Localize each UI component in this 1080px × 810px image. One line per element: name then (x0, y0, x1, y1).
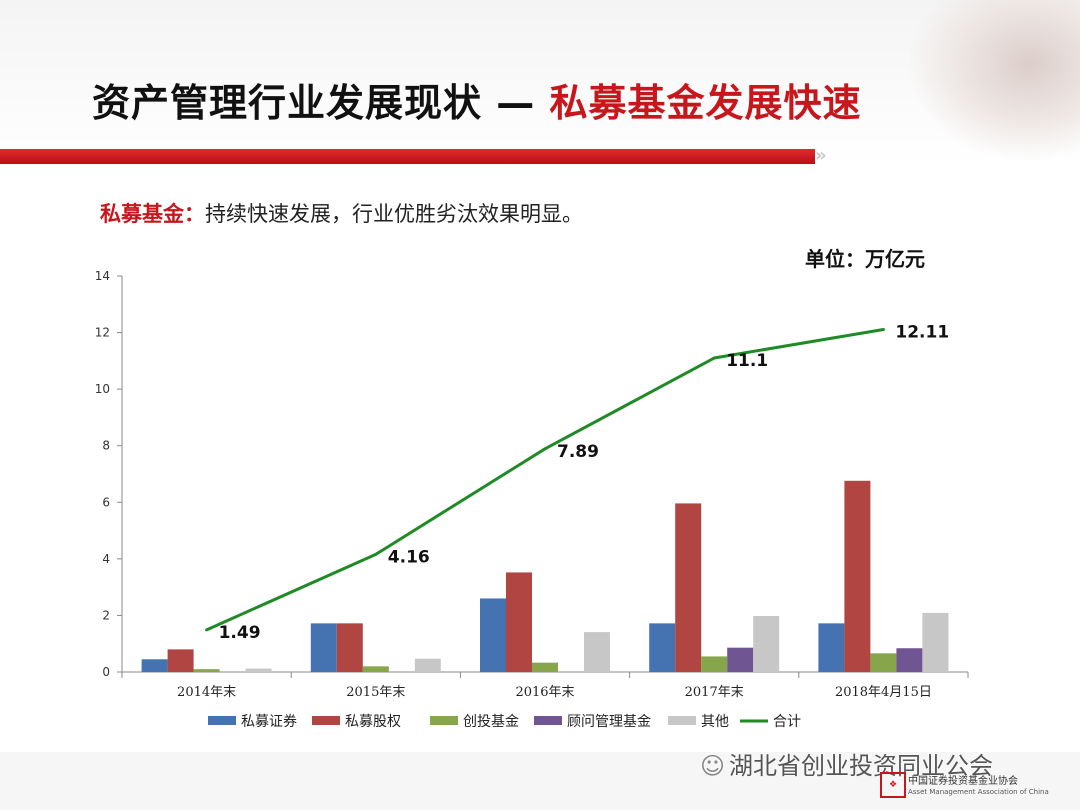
unit-label: 单位：万亿元 (805, 247, 925, 271)
wechat-watermark: ☺ 湖北省创业投资同业公会 (700, 746, 993, 781)
bar (753, 615, 780, 672)
legend-label: 私募证券 (241, 714, 297, 730)
legend-swatch (534, 716, 562, 725)
bar (336, 623, 363, 672)
bar (727, 647, 754, 672)
chevron-right-icon: » (815, 145, 827, 166)
bar (245, 668, 272, 672)
total-line-point (543, 447, 547, 451)
decorative-seal-image (910, 0, 1080, 160)
bar (362, 666, 389, 672)
bar (675, 503, 702, 672)
y-tick-label: 14 (95, 269, 110, 283)
y-tick-label: 0 (102, 665, 110, 679)
y-tick-label: 6 (102, 495, 110, 509)
legend-label: 私募股权 (345, 714, 401, 730)
subtitle: 私募基金：持续快速发展，行业优胜劣汰效果明显。 (100, 198, 583, 228)
y-tick-label: 10 (95, 382, 110, 396)
legend-label: 其他 (701, 714, 729, 730)
x-tick-label: 2018年4月15日 (835, 685, 932, 700)
total-line-point (205, 628, 209, 632)
title-accent: 私募基金发展快速 (549, 81, 862, 125)
total-line (205, 327, 884, 632)
data-label: 12.11 (895, 322, 949, 342)
legend-label: 合计 (773, 714, 801, 730)
logo-en: Asset Management Association of China (908, 788, 1049, 796)
y-tick-label: 8 (102, 439, 110, 453)
total-line-point (374, 552, 378, 556)
bar (649, 623, 676, 672)
y-tick-label: 4 (102, 552, 110, 566)
legend-label: 顾问管理基金 (567, 713, 651, 730)
bar (818, 623, 845, 672)
legend-swatch (208, 716, 236, 725)
title-underline-bar (0, 149, 815, 164)
legend-label: 创投基金 (463, 713, 519, 730)
logo-cn: 中国证券投资基金业协会 (908, 776, 1018, 787)
title-main: 资产管理行业发展现状 — (92, 81, 550, 125)
bar (414, 658, 441, 672)
y-tick-label: 2 (102, 608, 110, 622)
x-tick-label: 2015年末 (346, 685, 405, 700)
data-label: 4.16 (388, 547, 430, 567)
data-label: 1.49 (219, 623, 261, 643)
wechat-account: 湖北省创业投资同业公会 (729, 752, 994, 780)
total-line-point (712, 356, 716, 360)
footer-band (0, 752, 1080, 810)
bar (584, 632, 610, 672)
bar (310, 623, 337, 672)
legend-swatch (430, 716, 458, 725)
subtitle-text: 持续快速发展，行业优胜劣汰效果明显。 (205, 202, 583, 226)
x-tick-label: 2014年末 (177, 685, 236, 700)
data-label: 11.1 (726, 351, 768, 371)
amac-logo-text: 中国证券投资基金业协会 Asset Management Association … (908, 772, 1049, 796)
wechat-icon: ☺ (700, 752, 726, 780)
bar (896, 648, 923, 672)
data-label: 7.89 (557, 442, 599, 462)
legend-swatch (668, 716, 696, 725)
bar (532, 662, 558, 672)
bar (922, 612, 949, 672)
bar (870, 653, 897, 672)
bar (193, 669, 220, 672)
x-tick-label: 2017年末 (685, 685, 744, 700)
page-title: 资产管理行业发展现状 — 私募基金发展快速 (92, 72, 861, 127)
amac-logo-icon: ❖ (880, 772, 906, 798)
y-tick-label: 12 (95, 326, 110, 340)
bar (844, 480, 871, 672)
bar (506, 572, 532, 672)
bar (480, 598, 506, 672)
bar (701, 656, 728, 672)
header-background (0, 0, 1080, 165)
x-tick-label: 2016年末 (515, 685, 574, 700)
legend-swatch (312, 716, 340, 725)
total-line-point (881, 327, 885, 331)
bar (141, 659, 168, 672)
subtitle-label: 私募基金： (100, 202, 205, 226)
bar (167, 649, 194, 672)
